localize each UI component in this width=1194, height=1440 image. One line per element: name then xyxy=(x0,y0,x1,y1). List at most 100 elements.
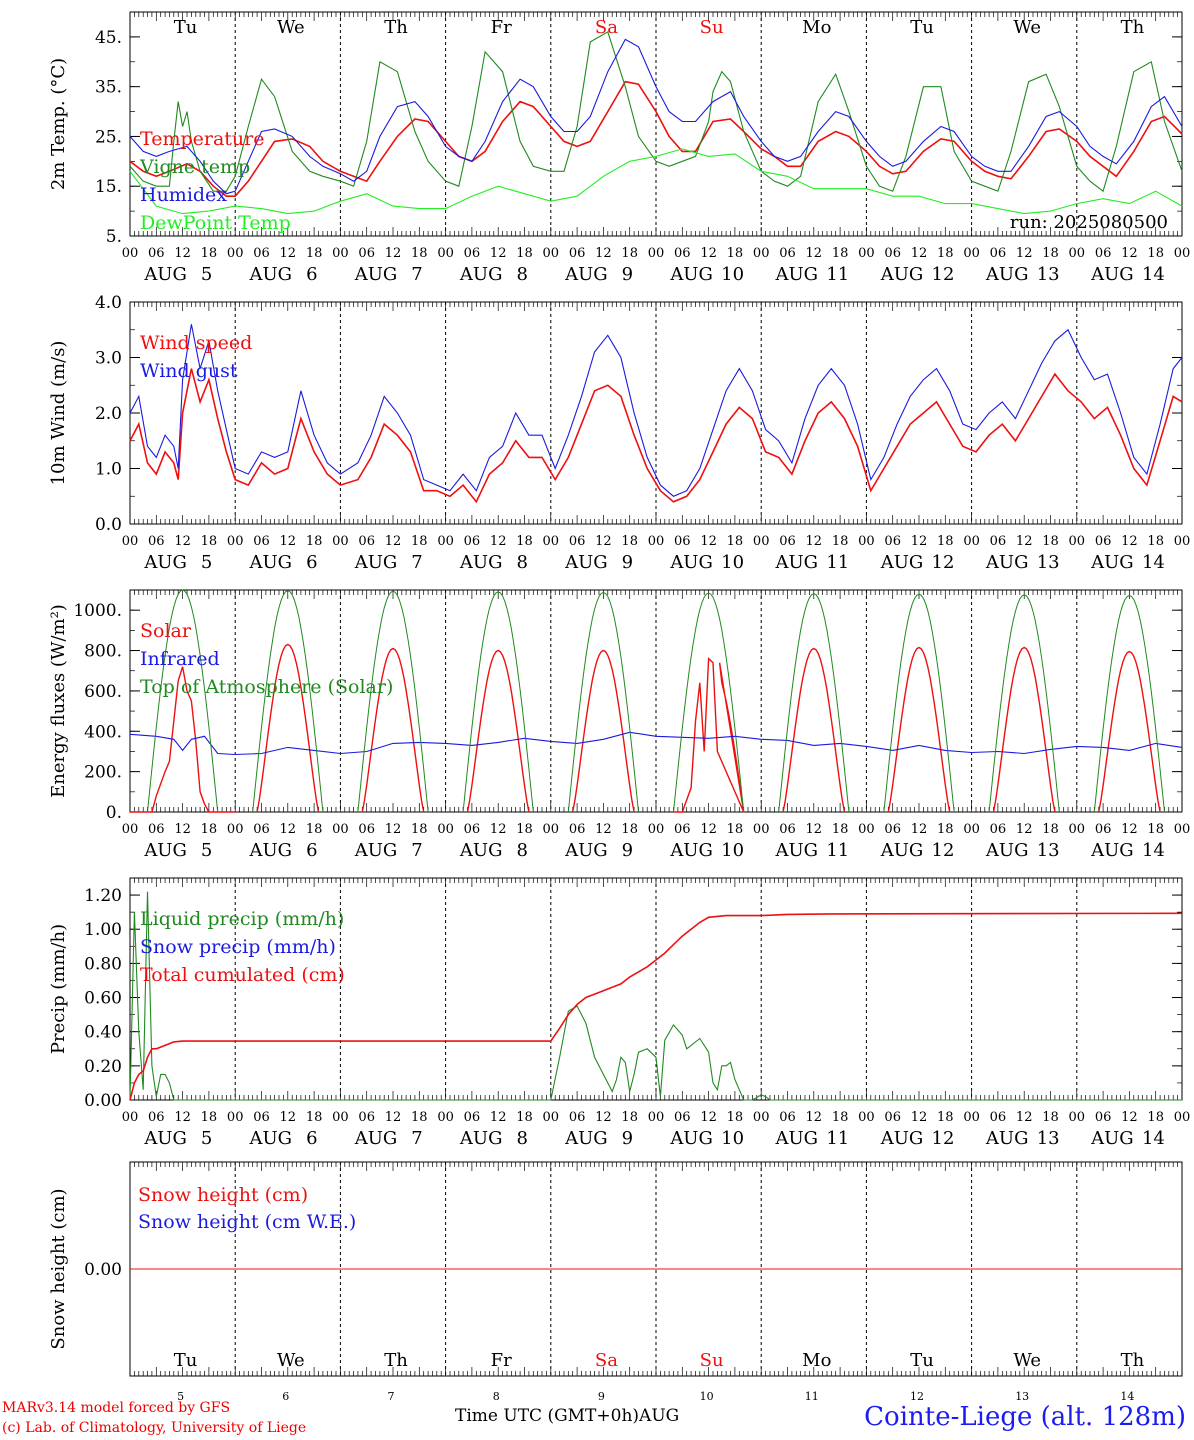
series-vigne-temp-line xyxy=(129,31,1183,193)
hour-label: 06 xyxy=(990,822,1007,837)
ytick-label: 0.80 xyxy=(84,954,122,974)
hour-label: 12 xyxy=(911,1110,928,1125)
legend-entry: Vigne temp xyxy=(139,156,250,178)
ytick-label: 5. xyxy=(106,227,122,247)
hour-label: 00 xyxy=(648,246,665,261)
date-day-label: 13 xyxy=(1037,552,1060,573)
hour-label: 00 xyxy=(753,246,770,261)
panel-temp xyxy=(129,11,1183,237)
hour-label: 06 xyxy=(569,1110,586,1125)
day-number-label: 11 xyxy=(805,1390,819,1403)
series-solar-line xyxy=(256,643,320,813)
hour-label: 00 xyxy=(1069,246,1086,261)
hour-label: 06 xyxy=(674,822,691,837)
legend-entry: Total cumulated (cm) xyxy=(140,964,345,986)
hour-label: 06 xyxy=(358,534,375,549)
hour-label: 00 xyxy=(753,822,770,837)
date-month-label: AUG xyxy=(775,264,819,285)
ytick-label: 0.00 xyxy=(84,1091,122,1111)
weekday-label: Sa xyxy=(595,17,618,38)
date-day-label: 10 xyxy=(721,1128,744,1149)
legend-entry: Wind speed xyxy=(140,332,252,354)
series-solar-line xyxy=(1098,650,1161,813)
date-day-label: 13 xyxy=(1037,840,1060,861)
hour-label: 12 xyxy=(490,246,507,261)
date-day-label: 8 xyxy=(516,264,527,285)
hour-label: 12 xyxy=(385,534,402,549)
date-day-label: 5 xyxy=(201,552,212,573)
ytick-label: 800. xyxy=(84,642,122,662)
hour-label: 18 xyxy=(1042,822,1059,837)
date-month-label: AUG xyxy=(354,1128,398,1149)
series-solar-line xyxy=(992,646,1056,813)
weekday-label: Su xyxy=(700,1350,724,1371)
hour-label: 00 xyxy=(543,246,560,261)
hour-label: 18 xyxy=(516,822,533,837)
day-number-label: 14 xyxy=(1120,1390,1134,1403)
hour-label: 18 xyxy=(1042,534,1059,549)
hour-label: 18 xyxy=(621,246,638,261)
panel-flux xyxy=(129,589,1183,813)
weekday-label: Tu xyxy=(910,17,934,38)
hour-label: 06 xyxy=(148,246,165,261)
hour-label: 00 xyxy=(437,1110,454,1125)
series-solar-line xyxy=(361,647,425,813)
weekday-label: Tu xyxy=(174,17,198,38)
hour-label: 12 xyxy=(385,822,402,837)
weekday-label: Th xyxy=(384,1350,408,1371)
hour-label: 12 xyxy=(174,1110,191,1125)
date-day-label: 7 xyxy=(411,840,422,861)
hour-label: 00 xyxy=(648,1110,665,1125)
weekday-label: Th xyxy=(1121,1350,1145,1371)
date-day-label: 7 xyxy=(411,1128,422,1149)
hour-label: 00 xyxy=(332,246,349,261)
series-toa-solar-line xyxy=(778,593,850,813)
hour-label: 18 xyxy=(621,822,638,837)
hour-label: 18 xyxy=(201,822,218,837)
hour-label: 00 xyxy=(1174,534,1191,549)
legend-entry: Top of Atmosphere (Solar) xyxy=(140,676,393,698)
hour-label: 06 xyxy=(1095,822,1112,837)
hour-label: 06 xyxy=(569,822,586,837)
ytick-label: 25. xyxy=(95,127,122,147)
ytick-label: 200. xyxy=(84,763,122,783)
date-month-label: AUG xyxy=(669,264,713,285)
hour-label: 06 xyxy=(569,534,586,549)
legend-entry: Infrared xyxy=(140,648,220,670)
hour-label: 18 xyxy=(832,1110,849,1125)
lab-credit: (c) Lab. of Climatology, University of L… xyxy=(2,1420,307,1436)
series-wind-gust-line xyxy=(129,324,1183,497)
legend-entry: DewPoint Temp xyxy=(140,212,291,234)
date-month-label: AUG xyxy=(880,1128,924,1149)
hour-ticks xyxy=(129,12,1183,236)
weekday-label: Tu xyxy=(174,1350,198,1371)
hour-label: 18 xyxy=(832,246,849,261)
hour-label: 00 xyxy=(543,534,560,549)
date-month-label: AUG xyxy=(669,840,713,861)
date-day-label: 7 xyxy=(411,264,422,285)
hour-label: 12 xyxy=(490,1110,507,1125)
weekday-label: Fr xyxy=(491,1350,512,1371)
hour-label: 06 xyxy=(779,1110,796,1125)
hour-label: 12 xyxy=(911,822,928,837)
ytick-label: 2.0 xyxy=(95,404,122,424)
hour-ticks xyxy=(129,1162,1183,1376)
hour-label: 00 xyxy=(963,822,980,837)
hour-label: 00 xyxy=(753,1110,770,1125)
hour-label: 00 xyxy=(227,246,244,261)
weekday-label: We xyxy=(1013,17,1041,38)
hour-label: 12 xyxy=(700,246,717,261)
date-day-label: 7 xyxy=(411,552,422,573)
date-month-label: AUG xyxy=(880,264,924,285)
ytick-label: 1.20 xyxy=(84,886,122,906)
hour-label: 18 xyxy=(727,534,744,549)
hour-label: 06 xyxy=(358,822,375,837)
hour-label: 12 xyxy=(280,246,297,261)
legend-entry: Snow height (cm W.E.) xyxy=(138,1211,356,1233)
y-axis-label: Precip (mm/h) xyxy=(48,924,69,1054)
legend-entry: Temperature xyxy=(140,128,264,150)
hour-label: 18 xyxy=(201,534,218,549)
ytick-label: 0. xyxy=(106,803,122,823)
ytick-label: 4.0 xyxy=(95,293,122,313)
date-day-label: 10 xyxy=(721,552,744,573)
